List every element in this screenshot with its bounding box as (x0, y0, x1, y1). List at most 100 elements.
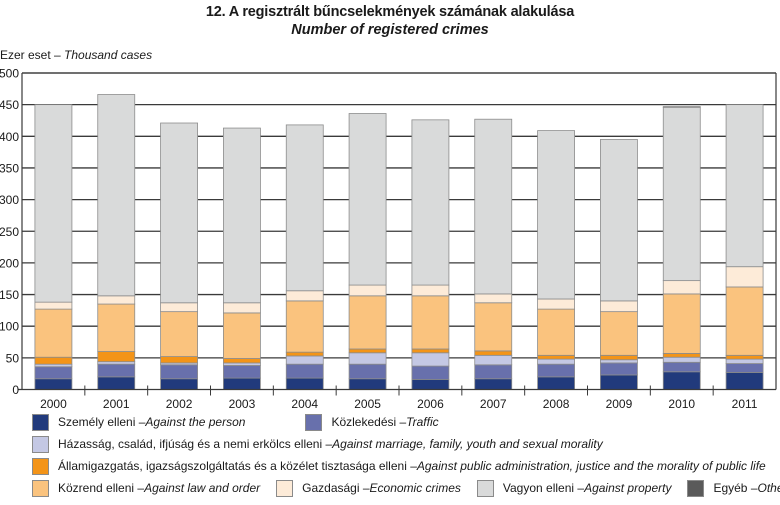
bar-segment-traffic (537, 363, 575, 378)
x-tick-label: 2000 (40, 397, 67, 410)
x-tick-labels: 2000 2001 2002 2003 2004 2005 2006 2007 2008 2009… (40, 397, 758, 410)
legend-label-en: Others (757, 481, 780, 495)
legend-row-4: Közrend elleni – Against law and order G… (32, 478, 780, 498)
bar-segment-marriage (411, 352, 450, 367)
chart-title: 12. A regisztrált bűncselekmények számán… (205, 4, 575, 20)
bar-segment-property (411, 119, 450, 286)
legend-label-hu: Házasság, család, ifjúság és a nemi erkö… (58, 437, 333, 451)
y-tick-label: 400 (0, 130, 19, 144)
y-tick-label: 0 (12, 383, 19, 397)
legend-swatch-property (476, 479, 494, 497)
legend-row-1: Személy elleni – Against the person Közl… (32, 412, 455, 432)
bar-segment-property (662, 106, 701, 282)
bar-segment-law (97, 303, 136, 352)
legend-item-economic: Gazdasági – Economic crimes (276, 479, 461, 497)
bar-segment-marriage (537, 358, 575, 365)
bar-segment-economic (662, 280, 701, 295)
bar-segment-person (600, 374, 638, 390)
bar-segment-economic (411, 284, 450, 297)
bar-segment-marriage (348, 352, 387, 365)
bar-segment-law (537, 308, 575, 356)
bar-segment-admin (474, 350, 513, 356)
legend-item-traffic: Közlekedési – Traffic (305, 413, 439, 431)
bar-segment-person (537, 376, 575, 390)
y-tick-label: 200 (0, 256, 19, 270)
bar-segment-property (34, 104, 73, 303)
bar-segment-traffic (160, 364, 198, 380)
legend-label-hu: Vagyon elleni – (502, 481, 585, 495)
bar-segment-admin (348, 348, 387, 354)
bar-segment-others (662, 106, 701, 108)
bar-segment-traffic (725, 363, 764, 373)
y-tick-label: 50 (6, 351, 20, 365)
bar-segment-admin (223, 358, 261, 364)
bar-segment-admin (662, 353, 701, 358)
bar-segment-admin (285, 351, 324, 357)
bar-segment-admin (600, 354, 638, 361)
bar-segment-law (223, 312, 261, 359)
bar-segment-traffic (662, 361, 701, 373)
bar-segment-law (411, 295, 450, 350)
legend-label-hu: Gazdasági – (302, 481, 370, 495)
bar-segment-economic (285, 290, 324, 302)
bar-segment-economic (348, 284, 387, 297)
y-tick-labels: 0 50 100 150 200 250 300 350 400 450 500 (0, 67, 19, 398)
bar-segment-property (474, 118, 513, 295)
x-tick-label: 2004 (291, 397, 318, 410)
bar-segment-admin (97, 351, 136, 363)
bar-segment-admin (160, 356, 198, 364)
y-tick-label: 350 (0, 161, 19, 175)
bar-segment-person (662, 371, 701, 390)
legend-swatch-marriage (32, 435, 49, 453)
bar-segment-economic (474, 293, 513, 304)
legend-item-marriage: Házasság, család, ifjúság és a nemi erkö… (32, 435, 603, 453)
bar-segment-law (725, 286, 764, 356)
bar-segment-economic (223, 302, 261, 314)
bar-segment-traffic (411, 365, 450, 380)
bar-segment-economic (34, 301, 73, 310)
bar-segment-law (348, 295, 387, 350)
bar-segment-law (600, 311, 638, 356)
x-tick-label: 2008 (543, 397, 570, 410)
bar-segment-person (285, 377, 324, 390)
bar-segment-economic (725, 266, 764, 288)
bar-segment-traffic (474, 364, 513, 380)
legend-item-law: Közrend elleni – Against law and order (32, 479, 261, 497)
legend-swatch-economic (276, 479, 294, 497)
legend-label-en: Against the person (145, 415, 246, 429)
legend-label-en: Against property (584, 481, 672, 495)
bar-segment-person (725, 372, 764, 390)
bar-segment-person (348, 378, 387, 390)
y-tick-label: 300 (0, 193, 19, 207)
bar-segment-economic (97, 295, 136, 305)
legend-label-en: Against law and order (144, 481, 261, 495)
legend-label-hu: Közlekedési – (331, 415, 407, 429)
legend-label-hu: Államigazgatás, igazságszolgáltatás és a… (58, 459, 417, 473)
x-tick-label: 2009 (606, 397, 633, 410)
bar-segment-traffic (348, 363, 387, 380)
legend-swatch-others (687, 479, 705, 497)
bar-segment-property (285, 124, 324, 292)
bars (34, 94, 764, 390)
legend-row-2: Házasság, család, ifjúság és a nemi erkö… (32, 434, 619, 454)
bar-segment-traffic (97, 363, 136, 378)
legend-item-admin: Államigazgatás, igazságszolgáltatás és a… (32, 457, 766, 475)
legend-label-hu: Közrend elleni – (58, 481, 145, 495)
legend-label-en: Traffic (406, 415, 439, 429)
bar-segment-economic (160, 302, 198, 313)
bar-segment-marriage (725, 358, 764, 364)
bar-segment-person (411, 378, 450, 390)
bar-segment-person (474, 378, 513, 390)
bar-segment-property (97, 94, 136, 297)
bar-segment-property (160, 122, 198, 304)
bar-segment-law (662, 293, 701, 354)
bar-segment-property (223, 127, 261, 304)
legend-label-hu: Személy elleni – (58, 415, 146, 429)
bar-segment-property (537, 130, 575, 300)
legend-item-person: Személy elleni – Against the person (32, 413, 246, 431)
bar-segment-admin (34, 356, 73, 365)
x-tick-label: 2002 (166, 397, 193, 410)
bar-segment-economic (537, 298, 575, 310)
x-tick-label: 2001 (103, 397, 130, 410)
